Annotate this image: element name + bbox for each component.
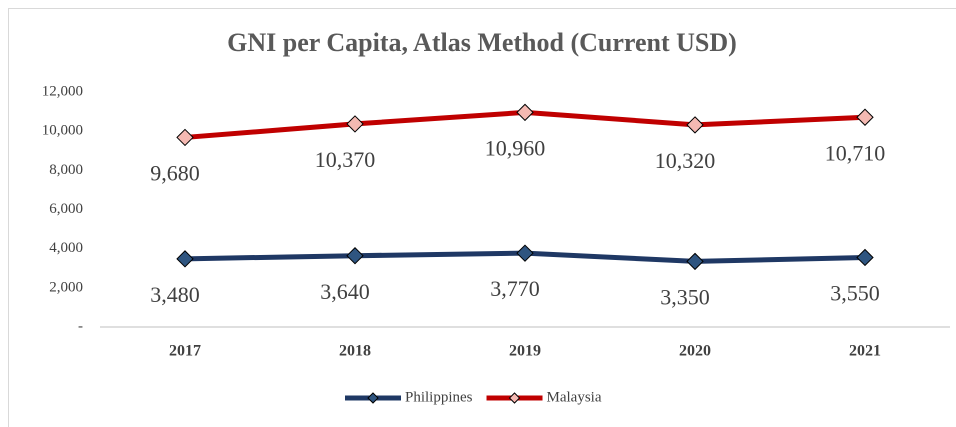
legend-marker [508,392,521,404]
data-point [176,250,194,268]
data-label: 3,770 [490,276,540,301]
legend-label: Philippines [405,389,473,405]
data-label: 10,320 [655,148,716,173]
data-label: 9,680 [150,160,200,185]
x-tick-label: 2018 [339,343,371,360]
data-point [856,248,874,267]
data-point [516,103,534,122]
chart-title: GNI per Capita, Atlas Method (Current US… [227,28,737,57]
data-label: 3,550 [830,281,880,306]
x-tick-label: 2019 [509,343,541,360]
data-point [346,115,364,133]
x-tick-label: 2017 [169,343,201,360]
y-tick-label: 4,000 [49,240,83,256]
x-tick-label: 2021 [849,343,881,360]
legend-marker [367,392,379,404]
x-tick-label: 2020 [679,343,711,360]
data-point [346,247,364,265]
y-tick-label: 12,000 [42,83,83,99]
data-label: 10,710 [825,140,886,165]
data-label: 3,480 [150,282,200,307]
data-label: 10,960 [485,135,546,160]
data-label: 3,640 [320,279,370,304]
data-point [686,116,704,134]
data-point [856,108,874,126]
data-point [176,128,194,147]
y-tick-label: 2,000 [49,279,83,295]
y-tick-label: 6,000 [49,201,83,217]
y-tick-label: 10,000 [42,123,83,139]
chart-border [8,8,956,427]
data-point [516,244,534,262]
y-tick-label: 8,000 [49,162,83,178]
legend-label: Malaysia [547,389,602,405]
data-point [686,252,704,271]
data-label: 3,350 [660,284,710,309]
y-tick-label: - [78,318,83,334]
data-label: 10,370 [315,147,376,172]
